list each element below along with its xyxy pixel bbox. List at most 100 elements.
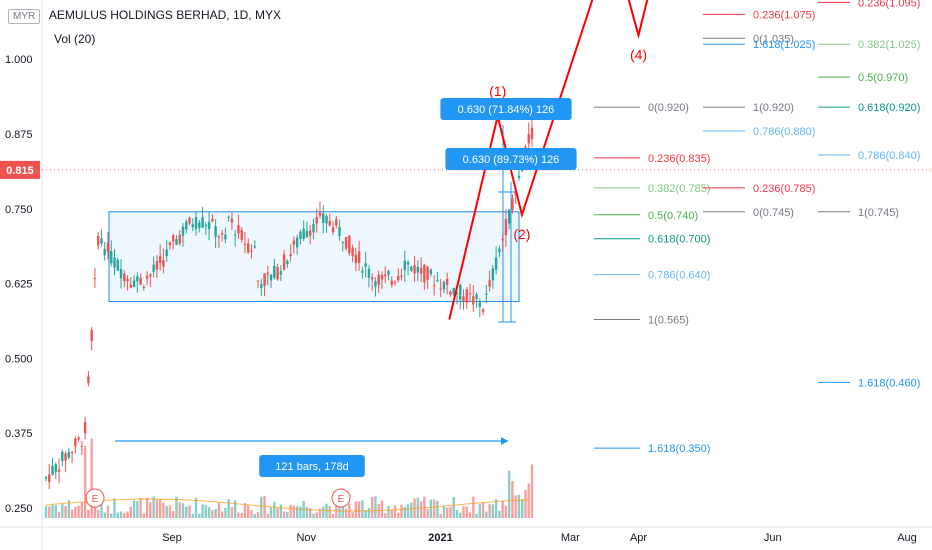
candle-body: [61, 451, 64, 462]
candle-body: [70, 452, 74, 454]
volume-bar: [374, 496, 377, 518]
bars-label: 121 bars, 178d: [275, 461, 348, 473]
candle-body: [491, 268, 495, 281]
candle-body: [256, 280, 260, 282]
fib-level-label: 1.618(0.350): [648, 443, 710, 455]
volume-bar: [162, 502, 165, 518]
candle-body: [423, 264, 426, 283]
volume-bar: [250, 510, 253, 518]
volume-bar: [204, 505, 208, 518]
candle-body: [204, 225, 208, 227]
volume-bar: [51, 505, 54, 518]
candle-body: [247, 243, 250, 253]
volume-bar: [116, 512, 119, 518]
y-tick-label: 0.500: [5, 353, 33, 365]
measure-label-2: 0.630 (89.73%) 126: [463, 154, 560, 166]
volume-bar: [292, 505, 296, 518]
candle-body: [67, 452, 71, 458]
candle-body: [501, 238, 504, 241]
volume-bar: [318, 508, 322, 518]
candle-body: [348, 235, 351, 254]
candle-body: [436, 279, 439, 282]
candle-body: [110, 251, 113, 264]
volume-indicator-label[interactable]: Vol (20): [54, 32, 96, 46]
candle-body: [419, 267, 423, 274]
volume-bar: [462, 506, 465, 518]
volume-bar: [442, 506, 446, 518]
volume-bar: [436, 500, 439, 518]
volume-bar: [132, 500, 136, 518]
candle-body: [318, 212, 322, 216]
price-tag-label: 0.815: [6, 165, 34, 177]
volume-bar: [152, 496, 155, 518]
candle-body: [194, 216, 198, 230]
candle-body: [410, 266, 413, 271]
candle-body: [322, 213, 325, 223]
volume-bar: [491, 504, 495, 518]
candle-body: [185, 221, 188, 230]
volume-bar: [145, 497, 149, 518]
candle-body: [51, 465, 54, 475]
bars-range-arrowhead: [501, 437, 508, 445]
volume-bar: [90, 438, 93, 518]
candle-body: [165, 249, 168, 257]
volume-bar: [113, 498, 116, 518]
volume-bar: [155, 499, 159, 518]
candle-body: [468, 293, 472, 295]
volume-bar: [387, 506, 390, 518]
fib-level-label: 0.786(0.840): [858, 150, 920, 162]
symbol-title[interactable]: AEMULUS HOLDINGS BERHAD, 1D, MYX: [48, 8, 281, 22]
candle-body: [158, 256, 162, 263]
candle-body: [191, 224, 194, 228]
candle-body: [361, 270, 364, 273]
volume-bar: [361, 500, 364, 518]
candle-body: [354, 254, 358, 263]
candle-body: [439, 288, 442, 290]
candle-body: [299, 231, 302, 239]
candle-body: [445, 278, 449, 286]
candle-body: [465, 289, 468, 303]
volume-bar: [338, 498, 341, 518]
price-tag-box: [0, 160, 40, 179]
candle-body: [335, 219, 338, 226]
candle-body: [449, 291, 452, 295]
candle-body: [103, 248, 106, 256]
volume-bar: [295, 506, 299, 518]
earnings-marker-label: E: [92, 494, 99, 505]
volume-bar: [253, 513, 256, 518]
currency-badge[interactable]: MYR: [8, 9, 41, 24]
candle-body: [413, 265, 416, 274]
volume-bar: [367, 507, 371, 518]
candle-body: [276, 266, 279, 280]
volume-bar: [260, 496, 263, 518]
volume-bar: [136, 501, 139, 518]
volume-bar: [449, 506, 452, 518]
candle-body: [96, 236, 100, 246]
volume-bar: [465, 506, 468, 518]
fib-level-label: 0.236(0.835): [648, 153, 710, 165]
volume-bar: [488, 503, 491, 518]
candle-body: [211, 218, 214, 222]
volume-bar: [315, 512, 318, 518]
x-tick-label: Mar: [561, 532, 580, 544]
fib-level-label: 0(0.920): [648, 102, 689, 114]
candle-body: [429, 269, 433, 275]
volume-bar: [322, 506, 325, 518]
candle-body: [54, 464, 57, 473]
candle-body: [233, 234, 237, 236]
volume-bar: [423, 496, 426, 518]
candle-body: [481, 309, 485, 312]
volume-bar: [214, 509, 217, 518]
fib-level-label: 1(0.745): [858, 207, 899, 219]
candle-body: [90, 330, 93, 342]
volume-bar: [61, 504, 64, 518]
volume-bar: [100, 496, 103, 518]
fib-level-label: 0.382(1.025): [858, 39, 920, 51]
candle-body: [237, 225, 240, 234]
y-tick-label: 1.000: [5, 54, 33, 66]
candle-body: [426, 266, 429, 280]
candle-body: [459, 284, 462, 300]
volume-bar: [185, 506, 188, 518]
volume-bar: [77, 505, 80, 518]
